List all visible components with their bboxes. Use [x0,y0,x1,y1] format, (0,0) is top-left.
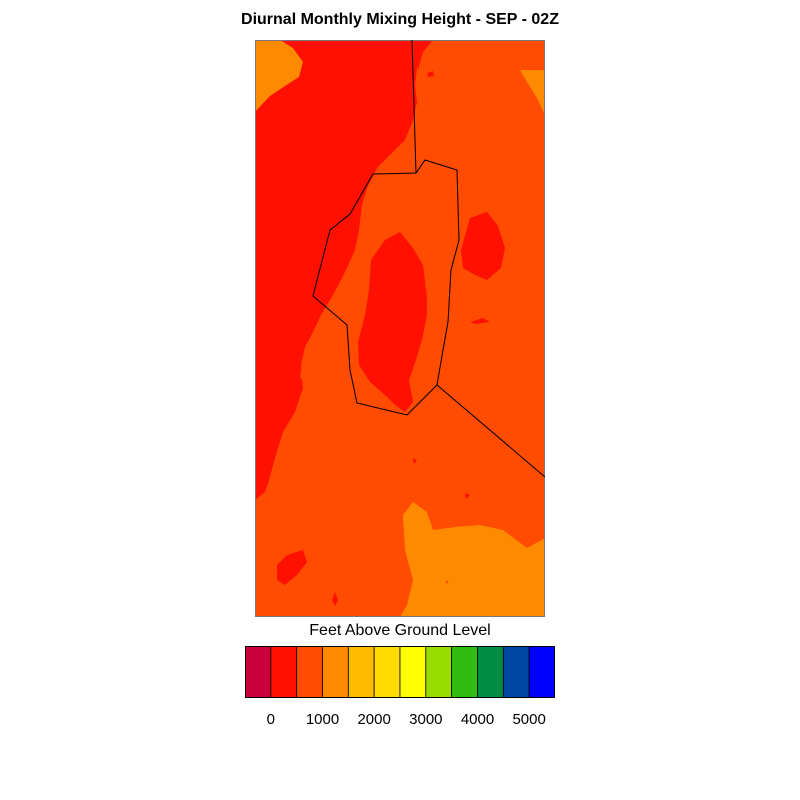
colorbar-swatch [502,646,530,698]
red-speck-2 [427,71,434,77]
colorbar-swatch [322,646,349,698]
colorbar-swatch [245,646,272,698]
boundary-north-line [411,40,417,174]
colorbar-swatch [477,646,504,698]
red-speck-1 [470,318,490,324]
map-border [255,40,545,617]
mixing-height-map [255,40,545,617]
orange-region-central-west [300,255,363,385]
colorbar-swatch [399,646,427,698]
red-speck-4 [465,493,470,499]
colorbar [245,646,555,698]
colorbar-border [245,646,555,698]
red-speck-5 [332,592,338,606]
orange-region-upper-left [255,40,303,112]
colorbar-tick-label: 1000 [305,711,340,728]
colorbar-swatch [451,646,478,698]
red-speck-3 [413,458,417,464]
red-speck-6 [446,580,449,584]
colorbar-tick-label: 4000 [460,711,495,728]
colorbar-title: Feet Above Ground Level [309,622,491,639]
boundary-southeast-line [436,384,545,478]
red-region-east [461,212,505,280]
colorbar-swatch [373,646,401,698]
red-region-southwest [277,550,307,585]
colorbar-tick-label: 2000 [357,711,391,728]
colorbar-swatch [347,646,375,698]
colorbar-swatch [270,646,298,698]
colorbar-swatch [528,646,555,698]
chart-title: Diurnal Monthly Mixing Height - SEP - 02… [241,11,559,28]
colorbar-swatch [296,646,323,698]
orange-region-southeast [400,502,545,617]
colorbar-tick-label: 3000 [409,711,443,728]
colorbar-tick-label: 0 [266,711,275,728]
red-region-north-spike [415,40,433,70]
colorbar-tick-label: 5000 [512,711,546,728]
red-region-west [255,40,418,500]
boundary-central-polygon [312,159,460,416]
red-region-central [358,232,427,412]
orange-region-upper-right [520,70,545,115]
colorbar-swatch [425,646,453,698]
